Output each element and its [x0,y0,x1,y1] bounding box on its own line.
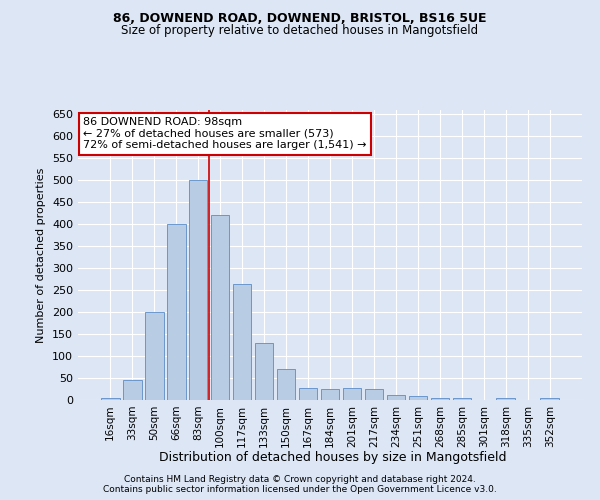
Bar [101,398,119,400]
Bar [211,216,229,400]
Bar [409,396,427,400]
Bar [233,284,251,400]
Bar [452,398,471,400]
Y-axis label: Number of detached properties: Number of detached properties [37,168,46,342]
Bar [189,180,208,400]
Text: Contains HM Land Registry data © Crown copyright and database right 2024.: Contains HM Land Registry data © Crown c… [124,474,476,484]
Bar [299,388,317,400]
Text: Size of property relative to detached houses in Mangotsfield: Size of property relative to detached ho… [121,24,479,37]
Bar [123,380,142,400]
Bar [343,388,361,400]
Bar [145,312,164,400]
Bar [277,369,295,400]
Text: Contains public sector information licensed under the Open Government Licence v3: Contains public sector information licen… [103,485,497,494]
Bar [320,389,340,400]
Bar [496,398,515,400]
Text: 86, DOWNEND ROAD, DOWNEND, BRISTOL, BS16 5UE: 86, DOWNEND ROAD, DOWNEND, BRISTOL, BS16… [113,12,487,26]
Text: Distribution of detached houses by size in Mangotsfield: Distribution of detached houses by size … [159,451,507,464]
Text: 86 DOWNEND ROAD: 98sqm
← 27% of detached houses are smaller (573)
72% of semi-de: 86 DOWNEND ROAD: 98sqm ← 27% of detached… [83,117,367,150]
Bar [365,389,383,400]
Bar [431,398,449,400]
Bar [255,343,274,400]
Bar [541,398,559,400]
Bar [386,394,405,400]
Bar [167,224,185,400]
